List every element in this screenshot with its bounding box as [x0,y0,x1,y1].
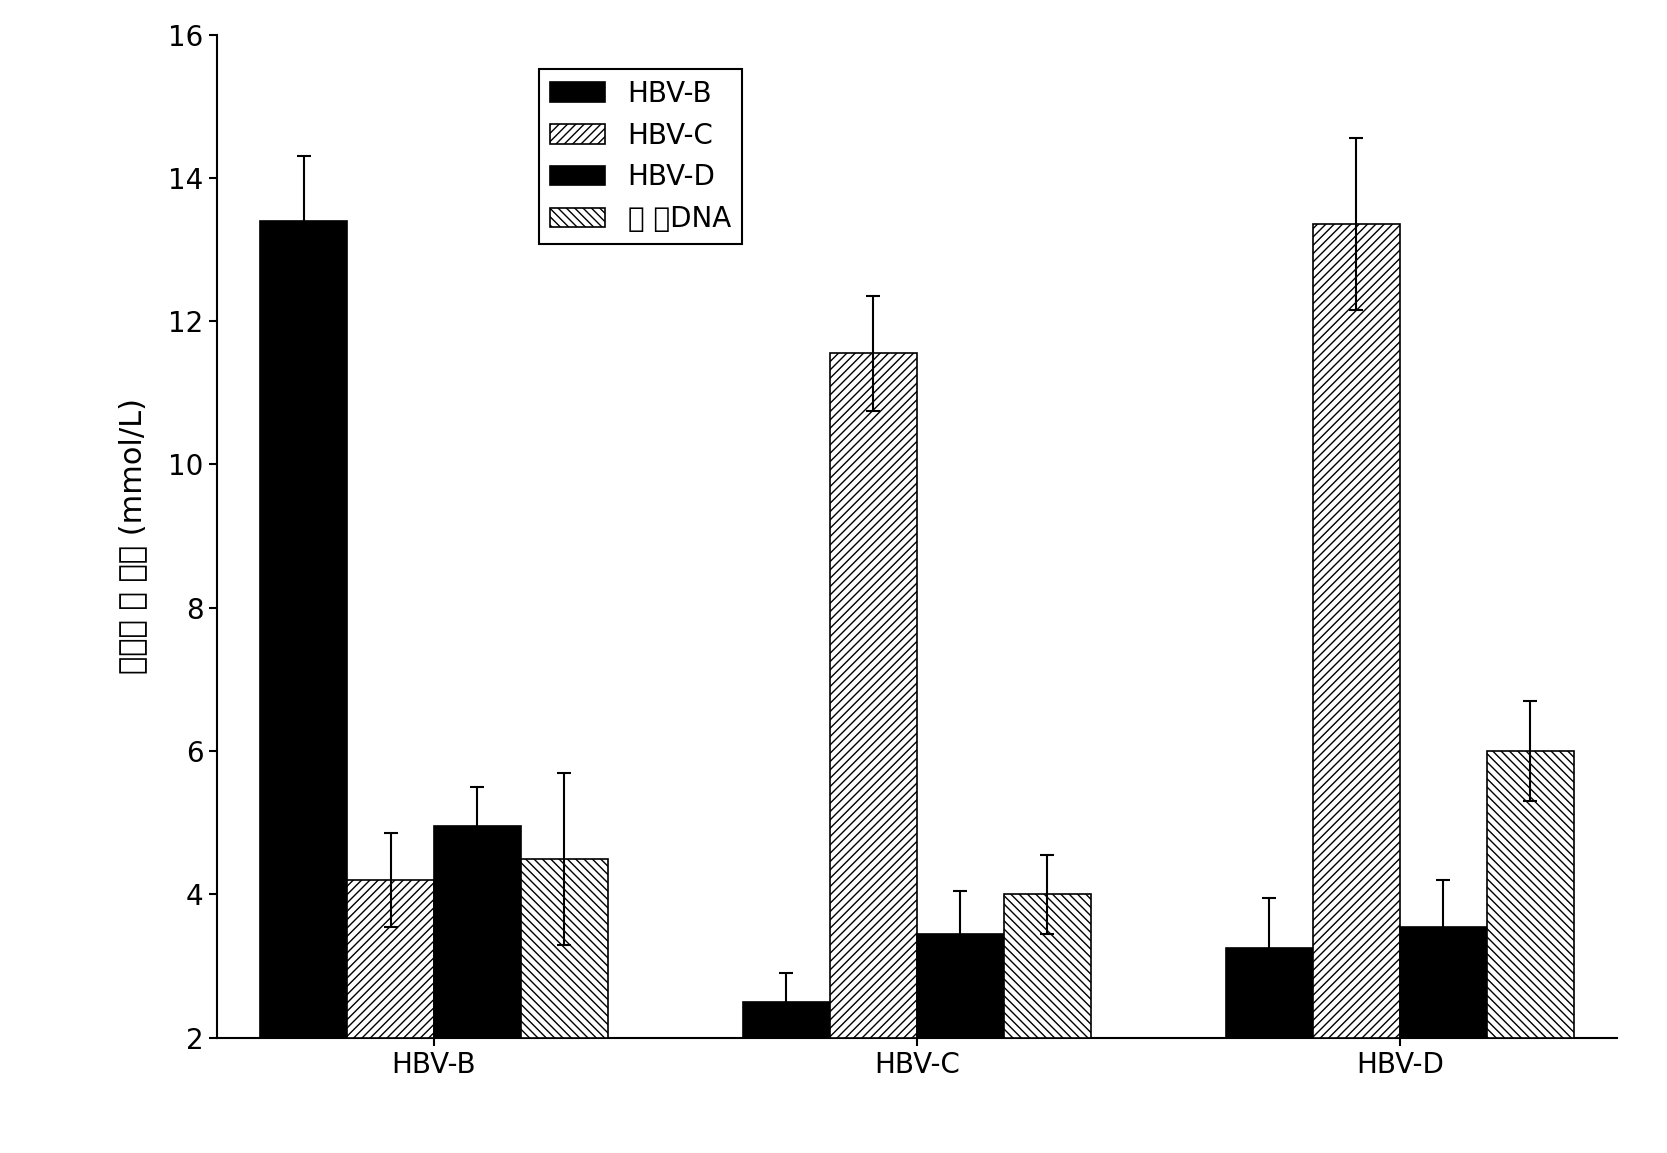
Bar [830,354,917,1038]
Bar [1314,225,1400,1038]
Y-axis label: 血糖仪 信 号值 (mmol/L): 血糖仪 信 号值 (mmol/L) [118,398,147,675]
Bar [1225,948,1314,1038]
Bar [347,880,433,1038]
Legend: HBV-B, HBV-C, HBV-D, 随 朼DNA: HBV-B, HBV-C, HBV-D, 随 朼DNA [538,68,742,244]
Bar [743,1002,830,1038]
Bar [917,934,1004,1038]
Bar [1487,751,1574,1038]
Bar [433,827,520,1038]
Bar [1400,927,1487,1038]
Bar [520,859,608,1038]
Bar [260,221,347,1038]
Bar [1004,895,1090,1038]
